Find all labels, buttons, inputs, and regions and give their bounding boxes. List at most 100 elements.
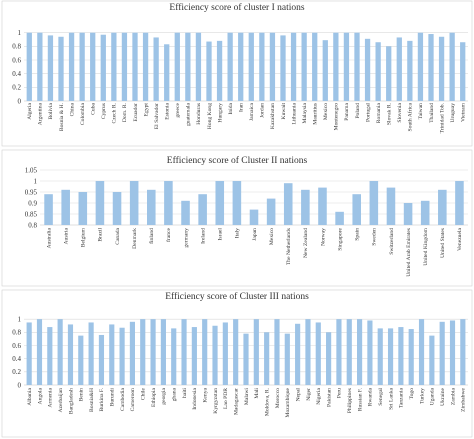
bar	[36, 319, 43, 385]
x-tick-label: Dom. R.	[122, 102, 128, 122]
bar	[429, 335, 435, 385]
x-tick-label: Spain	[355, 228, 361, 241]
x-tick-label: Cameroon	[130, 388, 136, 412]
bar	[111, 32, 117, 101]
x-tick-label: Switzerland	[389, 228, 395, 255]
bar	[202, 319, 208, 385]
bar	[198, 194, 207, 225]
bar	[343, 32, 350, 101]
bar	[248, 32, 254, 101]
bar	[61, 189, 70, 225]
x-tick-label: Togo	[409, 388, 415, 400]
bar	[428, 34, 434, 101]
bar	[47, 327, 53, 385]
x-tick-label: Kyrgyzstan	[213, 388, 219, 414]
bar	[185, 32, 191, 101]
bar	[295, 323, 301, 385]
x-tick-label: georgia	[161, 387, 167, 404]
x-tick-label: Niger	[306, 388, 312, 401]
bar	[112, 192, 122, 225]
x-tick-label: Canada	[115, 227, 121, 244]
bar	[305, 319, 311, 385]
bar	[420, 200, 430, 225]
x-tick-label: Montenegro	[334, 103, 340, 131]
bar	[375, 42, 381, 101]
x-tick-label: Uruguay	[450, 103, 456, 123]
x-tick-label: Cambodia	[120, 387, 126, 411]
x-tick-label: Pakistan	[326, 388, 332, 407]
bar	[274, 319, 280, 385]
x-tick-label: Benin	[79, 388, 85, 402]
bar	[301, 189, 310, 225]
x-tick-label: Ukraine	[440, 387, 446, 406]
y-tick-label: 0.6	[12, 56, 21, 64]
bar	[455, 181, 464, 225]
bar	[335, 211, 344, 225]
x-tick-label: Nepal	[295, 388, 301, 402]
bar	[95, 181, 105, 225]
x-tick-label: Poland	[355, 103, 361, 119]
x-tick-label: Morocco	[275, 388, 281, 408]
bar	[140, 319, 146, 385]
bar	[266, 198, 276, 225]
x-tick-label: Zimbabwe	[461, 387, 467, 411]
bar	[174, 32, 180, 101]
bar	[233, 319, 239, 385]
y-tick-label: 0.4	[12, 355, 21, 363]
bar	[326, 332, 332, 385]
x-tick-label: Israel	[218, 228, 224, 241]
bar	[164, 44, 170, 101]
x-tick-label: Mozambique	[285, 387, 291, 417]
bar	[259, 32, 265, 101]
bar	[153, 37, 159, 101]
bar	[57, 319, 63, 385]
x-tick-label: The Netherlands	[286, 228, 292, 265]
bar	[312, 32, 318, 101]
y-tick-label: 0.95	[25, 188, 38, 196]
x-tick-label: Senegal	[378, 388, 384, 406]
bar	[160, 319, 166, 385]
bar	[322, 40, 328, 101]
x-tick-label: Malaysia	[302, 102, 308, 123]
x-tick-label: Lithuania	[291, 102, 297, 124]
bar	[439, 321, 445, 385]
x-tick-label: greece	[175, 102, 181, 117]
y-tick-label: 0.2	[12, 84, 21, 92]
x-tick-label: Trinidad Tob.	[439, 102, 445, 133]
x-tick-label: Taiwan	[418, 103, 424, 120]
bar	[364, 38, 371, 101]
bar	[243, 333, 249, 385]
x-tick-label: United States	[440, 228, 446, 258]
x-tick-label: Kazakhstan	[270, 103, 276, 129]
y-tick-label: 0	[18, 97, 22, 105]
bar	[346, 319, 352, 385]
bar	[280, 35, 286, 101]
x-tick-label: Cyprus	[101, 103, 107, 119]
bar	[398, 327, 404, 385]
bar	[150, 319, 156, 385]
x-tick-label: Estonia	[165, 102, 171, 119]
y-tick-label: 0.6	[12, 342, 21, 350]
x-tick-label: Jamaica	[249, 102, 255, 121]
x-tick-label: Ethiopia	[151, 387, 157, 406]
x-tick-label: Inida	[228, 102, 234, 114]
x-tick-label: Slovenia	[397, 102, 403, 122]
x-tick-label: Australia	[46, 227, 52, 248]
x-tick-label: Zambia	[450, 387, 456, 405]
bar	[67, 324, 74, 385]
panel-cluster-1: Efficiency score of cluster I nations 0 0…	[1, 0, 473, 147]
x-tick-label: Indonesia	[192, 387, 198, 409]
y-tick-label: 0.2	[12, 368, 21, 376]
x-tick-label: South Africa	[407, 102, 414, 131]
bar	[403, 203, 413, 225]
bar	[47, 35, 54, 101]
x-tick-label: Japan	[252, 228, 258, 241]
panel-frame	[1, 149, 473, 287]
x-tick-label: United Arab Emirates	[406, 228, 412, 277]
x-tick-label: Moldova, R.	[264, 387, 270, 416]
bar	[253, 319, 259, 385]
bar	[227, 32, 233, 101]
bar	[249, 209, 259, 225]
x-tick-label: Bosnia & H.	[59, 102, 65, 131]
